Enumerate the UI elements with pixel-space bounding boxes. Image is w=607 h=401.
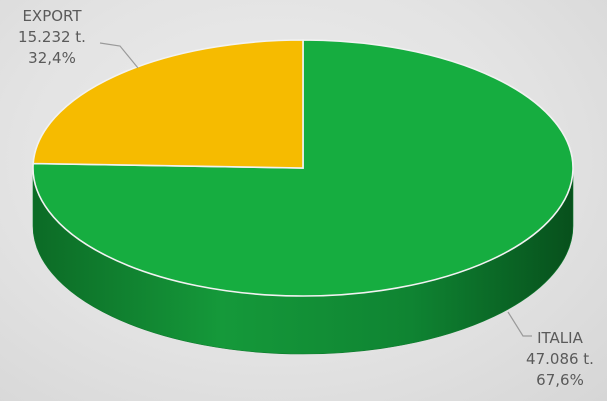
slice-export [32,39,304,169]
italia-leader-line [507,311,532,337]
italia-name: ITALIA [537,329,583,347]
export-leader-line [99,42,139,69]
italia-value: 47.086 t. [526,350,594,368]
export-percent: 32,4% [28,49,76,67]
italia-percent: 67,6% [536,371,584,389]
slice-label-italia: ITALIA 47.086 t. 67,6% [520,328,600,391]
export-name: EXPORT [22,7,82,25]
slice-label-export: EXPORT 15.232 t. 32,4% [12,6,92,69]
export-value: 15.232 t. [18,28,86,46]
